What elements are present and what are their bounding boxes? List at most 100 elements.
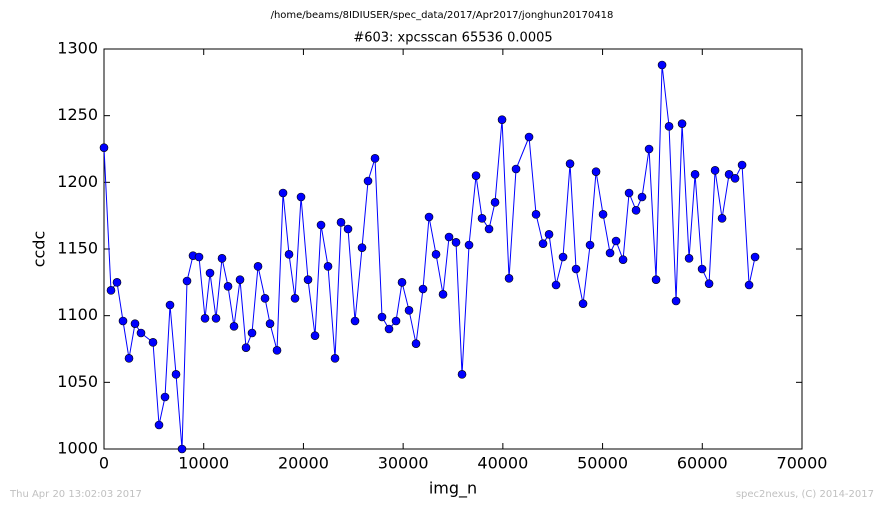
data-point (457, 370, 467, 379)
data-point (336, 218, 346, 227)
data-point (130, 319, 140, 328)
data-line (103, 64, 756, 450)
data-point (558, 252, 568, 262)
data-point (524, 132, 534, 142)
data-point (177, 444, 187, 454)
x-tick-label: 40000 (477, 454, 528, 473)
data-point (497, 115, 507, 124)
data-point (511, 164, 521, 174)
data-point (471, 171, 481, 180)
data-point (290, 294, 300, 303)
data-point (217, 254, 227, 263)
x-tick-label: 50000 (577, 454, 628, 473)
data-point (697, 264, 707, 274)
x-tick-label: 30000 (378, 454, 429, 473)
data-point (377, 312, 387, 322)
data-point (704, 279, 714, 288)
data-point (99, 143, 109, 152)
data-point (260, 294, 270, 303)
data-point (611, 236, 621, 246)
data-point (605, 248, 615, 258)
data-point (310, 331, 320, 340)
data-point (484, 224, 494, 234)
data-point (565, 159, 575, 168)
data-point (241, 343, 251, 352)
data-point (490, 198, 500, 207)
y-tick-label: 1050 (57, 372, 98, 391)
data-point (247, 328, 257, 338)
data-point (737, 160, 747, 170)
data-point (618, 255, 628, 264)
data-point (171, 370, 181, 379)
data-point (223, 282, 233, 291)
data-point (136, 328, 146, 338)
data-point (211, 314, 221, 323)
data-point (744, 280, 754, 290)
data-point (118, 316, 128, 326)
data-point (724, 170, 734, 179)
data-point (148, 338, 158, 347)
suptitle: /home/beams/8IDIUSER/spec_data/2017/Apr2… (271, 10, 614, 21)
data-point (730, 174, 740, 183)
data-point (343, 224, 353, 234)
x-axis-label: img_n (429, 479, 477, 499)
data-point (591, 167, 601, 176)
y-tick-label: 1250 (57, 105, 98, 124)
data-point (363, 176, 373, 186)
x-tick-label: 10000 (178, 454, 229, 473)
chart-title: #603: xpcsscan 65536 0.0005 (353, 31, 552, 46)
x-tick-label: 60000 (677, 454, 728, 473)
data-point (551, 280, 561, 290)
data-point (504, 274, 514, 283)
y-axis-label: ccdc (30, 231, 49, 268)
data-point (106, 286, 116, 295)
data-point (624, 188, 634, 198)
data-point (578, 299, 588, 308)
data-point (464, 240, 474, 250)
data-point (644, 144, 654, 154)
data-point (710, 166, 720, 175)
y-tick-label: 1100 (57, 305, 98, 324)
y-tick-label: 1000 (57, 439, 98, 458)
data-point (384, 324, 394, 334)
data-point (677, 119, 687, 128)
data-point (330, 354, 340, 363)
data-point (671, 296, 681, 306)
data-point (253, 262, 263, 271)
data-point (194, 252, 204, 262)
footer-right: spec2nexus, (C) 2014-2017 (736, 489, 874, 500)
data-point (657, 60, 667, 70)
data-point (205, 268, 215, 278)
x-tick-label: 70000 (777, 454, 828, 473)
data-point (284, 250, 294, 259)
data-point (631, 206, 641, 215)
data-point (303, 275, 313, 284)
data-point (265, 319, 275, 328)
data-point (278, 188, 288, 198)
data-point (444, 232, 454, 242)
data-point (438, 290, 448, 299)
data-point (154, 420, 164, 430)
data-point (323, 262, 333, 271)
data-point (451, 238, 461, 247)
data-point (538, 239, 548, 248)
plot-frame (103, 48, 803, 450)
y-tick-label: 1300 (57, 39, 98, 58)
data-point (750, 252, 760, 262)
data-point (160, 392, 170, 402)
data-point (200, 314, 210, 323)
y-tick-label: 1150 (57, 239, 98, 258)
data-point (684, 254, 694, 263)
data-point (637, 192, 647, 202)
data-point (598, 210, 608, 219)
data-point (418, 284, 428, 294)
data-point (424, 212, 434, 222)
data-point (717, 214, 727, 223)
footer-left: Thu Apr 20 13:02:03 2017 (9, 489, 142, 500)
data-point (165, 300, 175, 310)
data-point (316, 220, 326, 230)
data-point (397, 278, 407, 287)
data-point (272, 346, 282, 355)
